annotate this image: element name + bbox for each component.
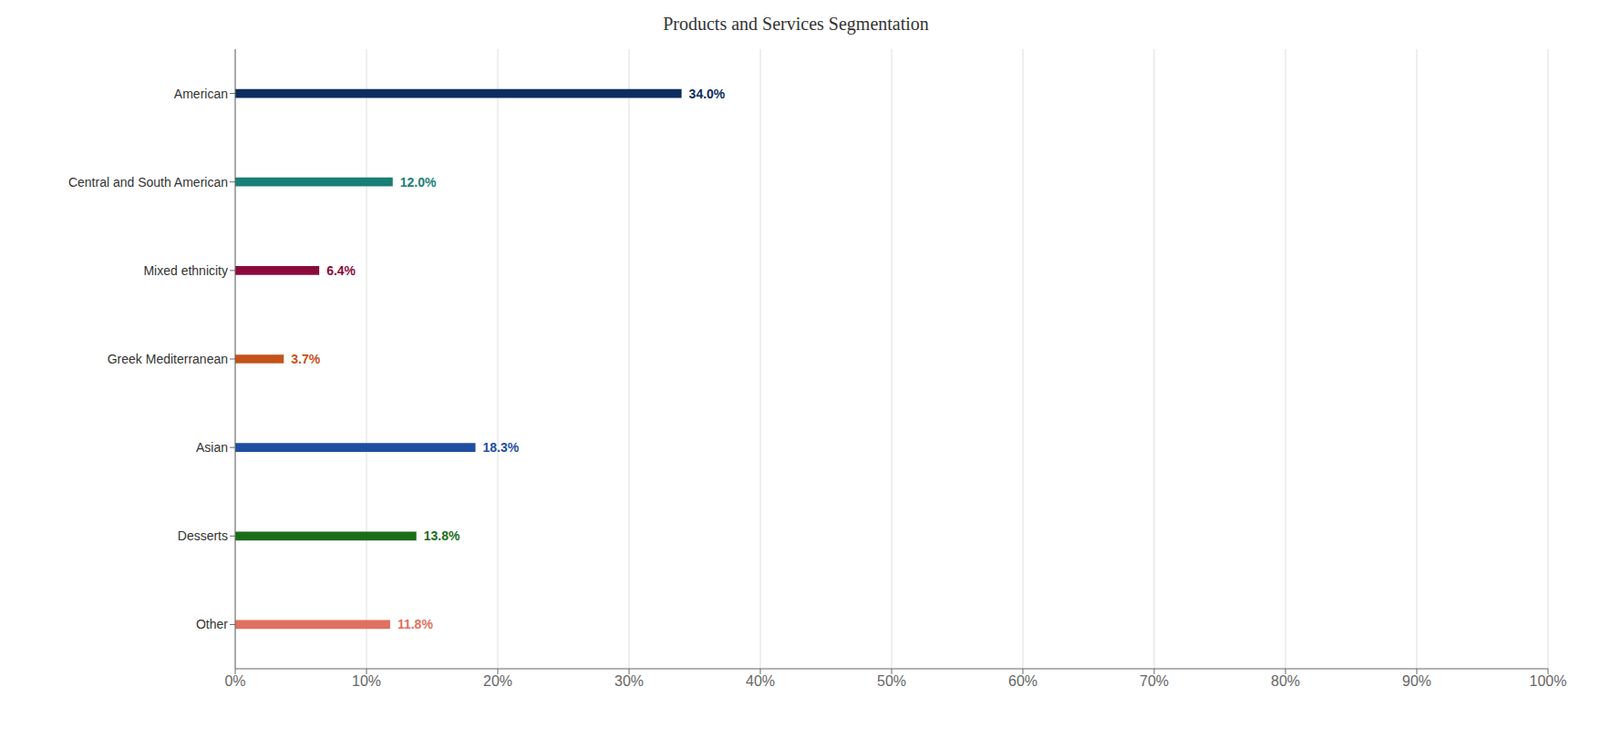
- svg-text:18.3%: 18.3%: [483, 440, 520, 455]
- svg-text:American: American: [174, 86, 228, 102]
- svg-text:20%: 20%: [483, 673, 513, 690]
- svg-text:90%: 90%: [1402, 673, 1432, 690]
- svg-text:12.0%: 12.0%: [400, 175, 437, 190]
- svg-text:Asian: Asian: [196, 440, 228, 455]
- svg-text:Mixed ethnicity: Mixed ethnicity: [143, 263, 228, 279]
- html-text:Products and Services Segmenta: Products and Services Segmentation: [662, 13, 929, 34]
- svg-text:3.7%: 3.7%: [290, 351, 320, 367]
- svg-text:70%: 70%: [1139, 673, 1169, 690]
- svg-text:Other: Other: [196, 617, 228, 632]
- svg-text:0%: 0%: [224, 673, 246, 690]
- svg-text:40%: 40%: [745, 673, 775, 690]
- svg-text:Central and South American: Central and South American: [68, 175, 228, 190]
- svg-text:30%: 30%: [614, 673, 644, 690]
- svg-text:50%: 50%: [877, 673, 907, 690]
- svg-text:13.8%: 13.8%: [423, 528, 461, 544]
- svg-text:Greek Mediterranean: Greek Mediterranean: [107, 351, 228, 367]
- svg-text:10%: 10%: [351, 673, 382, 690]
- svg-text:100%: 100%: [1529, 673, 1568, 690]
- svg-text:11.8%: 11.8%: [397, 617, 434, 632]
- svg-text:Desserts: Desserts: [177, 528, 228, 544]
- svg-text:34.0%: 34.0%: [689, 86, 726, 102]
- svg-text:6.4%: 6.4%: [326, 263, 356, 279]
- svg-text:80%: 80%: [1270, 673, 1301, 690]
- svg-text:60%: 60%: [1008, 673, 1038, 690]
